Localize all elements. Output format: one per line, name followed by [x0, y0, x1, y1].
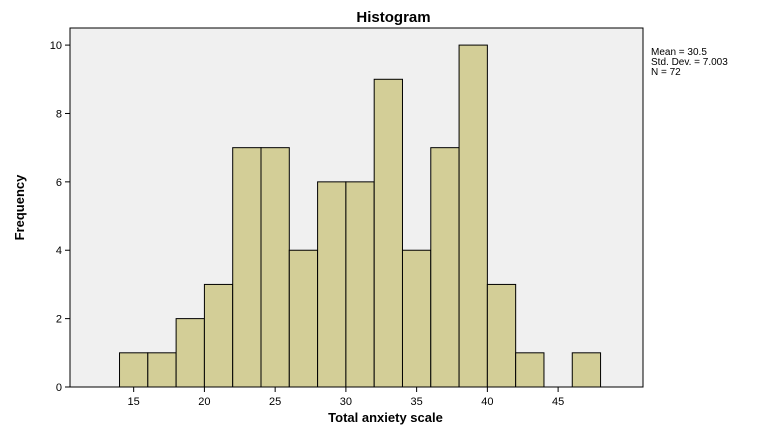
histogram-bar-30-32: [345, 181, 375, 388]
stat-n: N = 72: [651, 67, 681, 78]
y-tick-label: 8: [56, 108, 62, 120]
x-tick-label: 40: [481, 396, 493, 408]
histogram-bar-22-24: [232, 147, 262, 388]
x-tick-label: 30: [340, 396, 352, 408]
x-tick-label: 25: [269, 396, 281, 408]
bars-group: [119, 44, 602, 388]
histogram-bar-34-36: [401, 249, 432, 388]
histogram-bar-20-22: [203, 283, 234, 388]
y-tick-label: 10: [50, 40, 62, 52]
histogram-bar-14-16: [119, 352, 149, 388]
histogram-bar-24-26: [260, 147, 290, 388]
histogram-bar-32-34: [373, 78, 403, 388]
histogram-bar-18-20: [175, 318, 205, 388]
histogram-bar-42-44: [515, 352, 545, 388]
x-axis-label: Total anxiety scale: [328, 410, 443, 425]
histogram-bar-46-48: [571, 352, 602, 388]
histogram-bar-26-28: [288, 249, 319, 388]
axes-group: 0 2 4 6 8 10 15 20 25 30 35 40 45: [50, 40, 564, 408]
x-tick-label: 20: [198, 396, 210, 408]
y-tick-label: 4: [56, 245, 62, 257]
x-tick-label: 45: [552, 396, 564, 408]
y-tick-label: 0: [56, 382, 62, 394]
chart-title: Histogram: [356, 9, 430, 26]
y-tick-label: 6: [56, 177, 62, 189]
histogram-bar-16-18: [147, 352, 177, 388]
y-tick-label: 2: [56, 314, 62, 326]
histogram-bar-40-42: [486, 283, 517, 388]
x-tick-label: 15: [128, 396, 140, 408]
histogram-bar-36-38: [430, 147, 460, 388]
stat-std-dev: Std. Dev. = 7.003: [651, 57, 728, 68]
histogram-bar-28-30: [317, 181, 347, 388]
histogram-bar-38-40: [458, 44, 488, 388]
stat-mean: Mean = 30.5: [651, 47, 707, 58]
y-axis-label: Frequency: [12, 174, 27, 241]
x-tick-label: 35: [411, 396, 423, 408]
